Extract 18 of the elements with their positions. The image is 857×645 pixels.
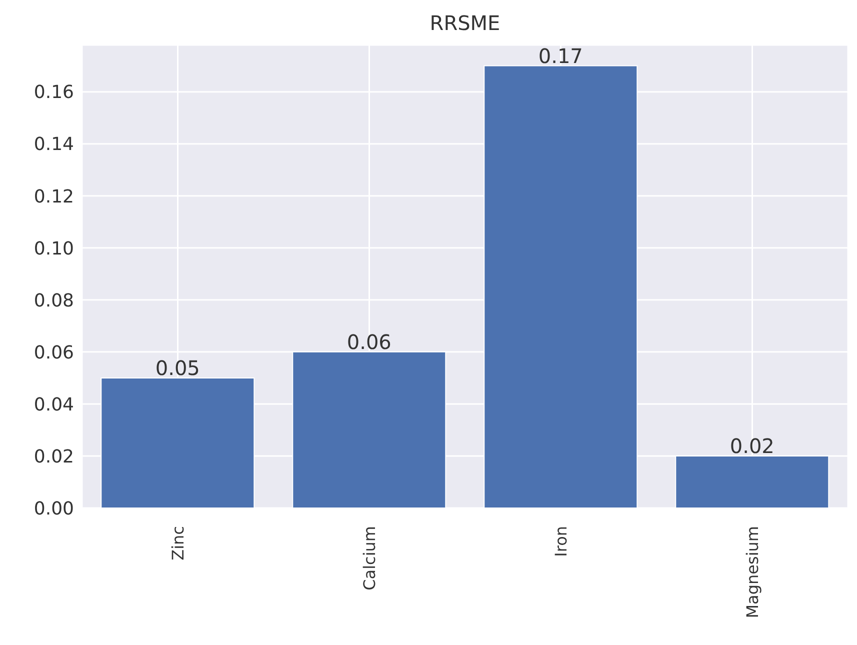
- data-label: 0.06: [346, 330, 392, 354]
- x-tick-label: Iron: [551, 526, 570, 557]
- data-label: 0.17: [538, 44, 583, 68]
- y-tick-label: 0.00: [34, 498, 74, 520]
- y-tick-label: 0.10: [34, 238, 74, 260]
- x-tick-label: Zinc: [168, 526, 188, 560]
- y-tick-label: 0.06: [34, 342, 74, 364]
- y-tick-label: 0.08: [34, 290, 74, 312]
- data-label: 0.02: [730, 434, 774, 458]
- y-tick-label: 0.16: [34, 82, 74, 104]
- y-tick-label: 0.12: [34, 186, 74, 208]
- x-tick-label: Calcium: [360, 526, 379, 590]
- data-label: 0.05: [155, 356, 200, 380]
- y-tick-label: 0.14: [34, 134, 74, 156]
- y-tick-label: 0.04: [34, 394, 74, 416]
- x-tick-label: Magnesium: [742, 526, 762, 618]
- chart-title: RRSME: [428, 10, 502, 37]
- y-tick-label: 0.02: [34, 446, 74, 468]
